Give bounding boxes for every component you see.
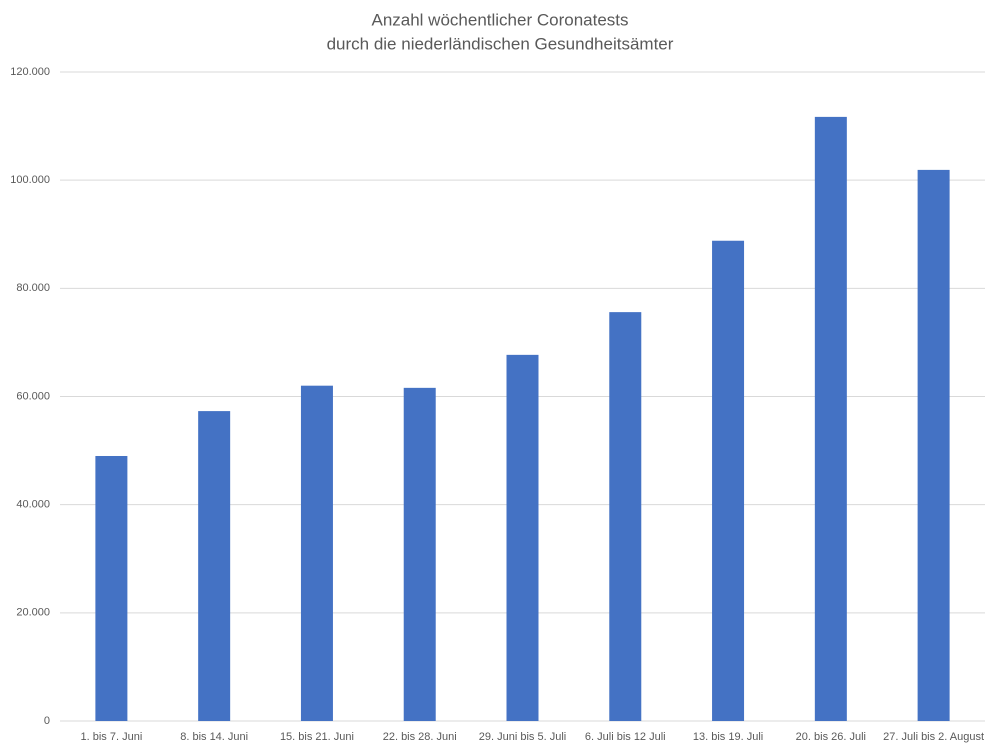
y-tick-label: 60.000: [16, 390, 50, 402]
bar: [403, 387, 436, 721]
y-tick-label: 80.000: [16, 282, 50, 294]
x-tick-label: 20. bis 26. Juli: [796, 731, 866, 743]
bar: [506, 354, 539, 721]
bar: [95, 455, 128, 721]
y-tick-label: 100.000: [10, 174, 50, 186]
x-tick-label: 8. bis 14. Juni: [180, 731, 248, 743]
bar: [300, 385, 333, 721]
x-tick-label: 13. bis 19. Juli: [693, 731, 763, 743]
bar: [198, 411, 231, 721]
y-tick-label: 40.000: [16, 499, 50, 511]
x-tick-label: 15. bis 21. Juni: [280, 731, 354, 743]
chart-title: durch die niederländischen Gesundheitsäm…: [327, 34, 674, 53]
x-tick-label: 1. bis 7. Juni: [81, 731, 143, 743]
bar: [712, 240, 745, 722]
chart-title: Anzahl wöchentlicher Coronatests: [371, 10, 628, 29]
bar: [814, 116, 847, 722]
y-tick-label: 20.000: [16, 607, 50, 619]
y-tick-label: 120.000: [10, 66, 50, 78]
x-tick-label: 6. Juli bis 12 Juli: [585, 731, 666, 743]
x-tick-label: 27. Juli bis 2. August: [883, 731, 984, 743]
x-tick-label: 22. bis 28. Juni: [383, 731, 457, 743]
x-tick-label: 29. Juni bis 5. Juli: [479, 731, 566, 743]
bar: [609, 312, 642, 721]
y-tick-label: 0: [44, 715, 50, 727]
bar: [917, 169, 950, 721]
